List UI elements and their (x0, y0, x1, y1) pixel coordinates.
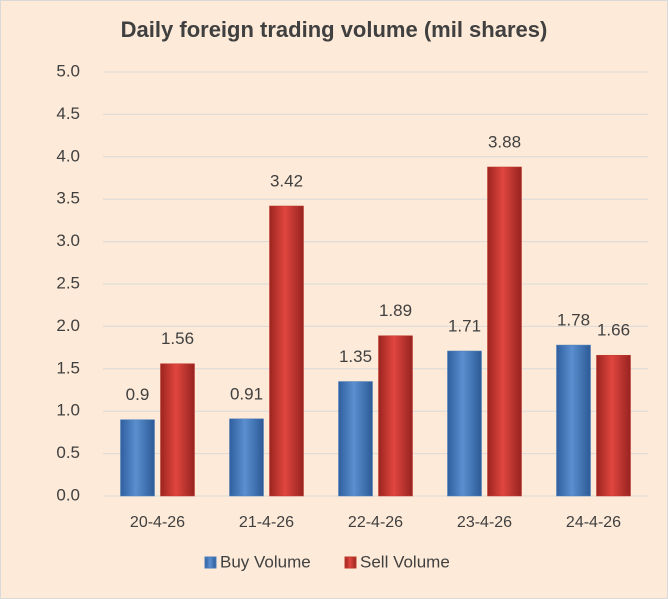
x-tick-label: 20-4-26 (130, 514, 185, 531)
chart-title: Daily foreign trading volume (mil shares… (121, 17, 548, 42)
bar (269, 205, 304, 497)
y-tick-label: 4.0 (56, 146, 80, 165)
data-label: 1.78 (557, 311, 590, 330)
data-label: 1.71 (448, 316, 481, 335)
bar (229, 418, 264, 497)
legend-label: Buy Volume (220, 552, 311, 571)
data-label: 1.89 (379, 301, 412, 320)
y-tick-label: 0.0 (56, 485, 80, 504)
bar (596, 354, 631, 497)
x-tick-label: 21-4-26 (239, 514, 294, 531)
y-tick-label: 3.5 (56, 189, 80, 208)
y-tick-label: 2.5 (56, 273, 80, 292)
data-label: 1.66 (597, 321, 630, 340)
data-label: 0.9 (126, 385, 150, 404)
legend-swatch (204, 556, 217, 569)
data-label: 0.91 (230, 384, 263, 403)
y-tick-label: 4.5 (56, 104, 80, 123)
x-tick-label: 23-4-26 (457, 514, 512, 531)
y-tick-label: 0.5 (56, 443, 80, 462)
data-label: 1.35 (339, 347, 372, 366)
bar (160, 363, 195, 497)
bar (487, 166, 522, 497)
bar (556, 344, 591, 497)
x-tick-label: 24-4-26 (566, 514, 621, 531)
y-tick-label: 3.0 (56, 231, 80, 250)
bar (338, 381, 373, 497)
bar (447, 350, 482, 497)
legend-swatch (344, 556, 357, 569)
y-tick-label: 5.0 (56, 61, 80, 80)
data-label: 3.88 (488, 132, 521, 151)
data-label: 1.56 (161, 329, 194, 348)
y-tick-label: 1.5 (56, 358, 80, 377)
x-tick-label: 22-4-26 (348, 514, 403, 531)
y-tick-label: 1.0 (56, 401, 80, 420)
bar (120, 419, 155, 497)
legend-label: Sell Volume (360, 552, 450, 571)
bar (378, 335, 413, 497)
data-label: 3.42 (270, 171, 303, 190)
y-tick-label: 2.0 (56, 316, 80, 335)
